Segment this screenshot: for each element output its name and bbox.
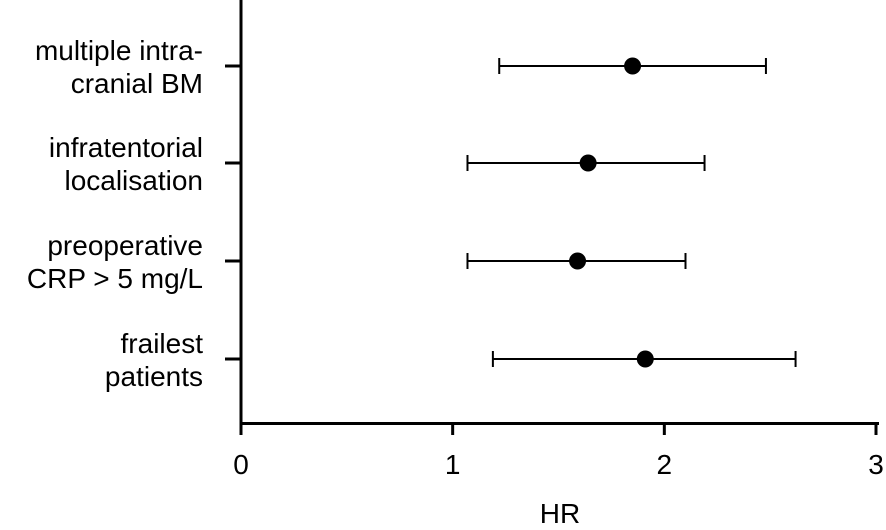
x-tick-label-0: 0	[233, 449, 249, 480]
category-label-line: infratentorial	[49, 132, 203, 163]
category-labels: multiple intra-cranial BM infratentorial l…	[27, 35, 203, 392]
x-tick-label-1: 1	[445, 449, 461, 480]
x-axis-label: HR	[540, 498, 580, 529]
category-label-line: CRP > 5 mg/L	[27, 263, 203, 294]
category-label-line: cranial BM	[71, 68, 203, 99]
estimate-marks	[466, 57, 797, 368]
hr-point-1	[579, 154, 597, 172]
category-label-line: patients	[105, 361, 203, 392]
x-tick-label-2: 2	[657, 449, 673, 480]
category-label-line: frailest	[121, 328, 204, 359]
category-label-line: localisation	[64, 165, 203, 196]
y-axis-ticks	[225, 64, 241, 361]
hr-point-3	[636, 350, 654, 368]
category-label-line: preoperative	[47, 230, 203, 261]
category-label-2: preoperative CRP > 5 mg/L	[27, 230, 203, 294]
category-label-line: multiple intra-	[35, 35, 203, 66]
hr-point-0	[624, 57, 642, 75]
hr-point-2	[569, 252, 587, 270]
category-label-0: multiple intra-cranial BM	[35, 35, 203, 99]
category-label-3: frailest patients	[105, 328, 203, 392]
x-tick-label-3: 3	[868, 449, 884, 480]
x-axis-ticks: 0 1 2 3	[233, 423, 884, 480]
category-label-1: infratentorial localisation	[49, 132, 203, 196]
